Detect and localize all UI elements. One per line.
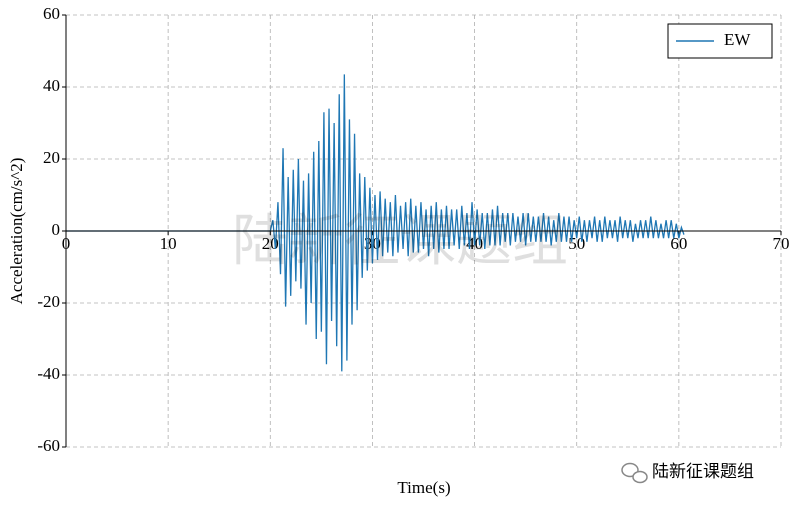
y-tick-label: -60 [37,436,60,455]
footer-text: 陆新征课题组 [652,462,754,482]
legend-label: EW [724,30,751,49]
watermark: 陆新征课题组 [232,209,568,274]
y-tick-label: 20 [43,148,60,167]
y-tick-label: -20 [37,292,60,311]
x-tick-label: 60 [670,234,687,253]
data-line [66,74,685,372]
footer-icon [621,462,648,484]
x-tick-label: 70 [773,234,790,253]
x-tick-label: 10 [160,234,177,253]
y-tick-label: -40 [37,364,60,383]
y-axis-label: Acceleration(cm/s^2) [7,158,26,305]
y-tick-label: 60 [43,4,60,23]
y-tick-label: 40 [43,76,60,95]
x-axis-label: Time(s) [397,478,450,497]
y-tick-label: 0 [52,220,61,239]
